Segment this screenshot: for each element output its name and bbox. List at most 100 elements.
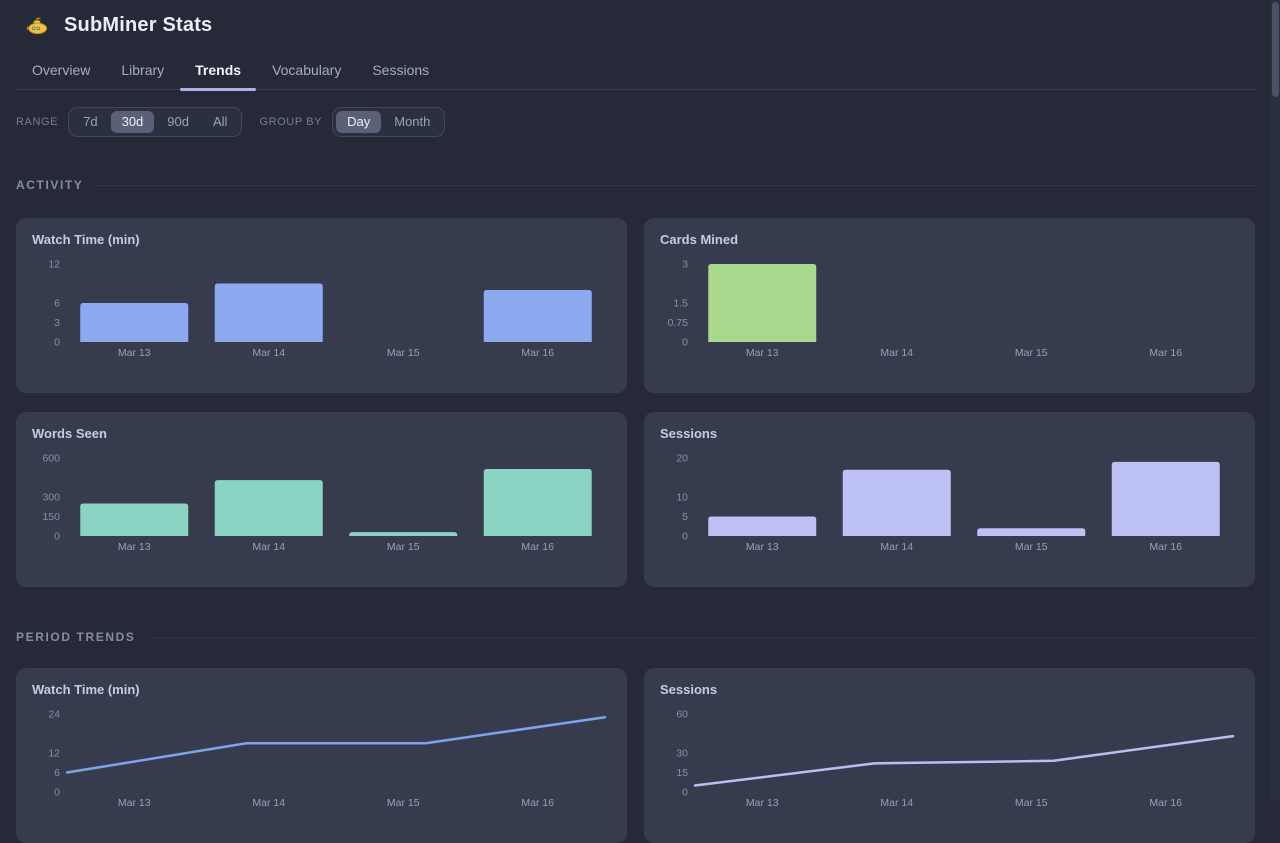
x-tick-label: Mar 15 xyxy=(387,541,420,553)
chart-title: Cards Mined xyxy=(660,232,739,247)
y-tick-label: 6 xyxy=(54,767,60,779)
x-tick-label: Mar 13 xyxy=(118,797,151,809)
x-tick-label: Mar 13 xyxy=(118,541,151,553)
section-divider xyxy=(149,636,1256,638)
app-title: SubMiner Stats xyxy=(64,14,213,36)
y-tick-label: 0 xyxy=(54,531,60,543)
chart-svg: 20 10 5 0 Mar 13 Mar 14 Mar 15 Mar 16 xyxy=(676,453,1220,553)
bar xyxy=(1111,461,1220,536)
section-header-period-trends: PERIOD TRENDS xyxy=(16,630,1256,644)
chart-card-sessions-bar: Sessions 20 10 5 0 Mar 13 Mar 14 Mar 15 Mar 16 xyxy=(644,412,1255,587)
y-tick-label: 0 xyxy=(682,337,688,349)
tab-library[interactable]: Library xyxy=(121,62,165,78)
y-tick-label: 1.5 xyxy=(673,298,688,310)
app-header: SubMiner Stats xyxy=(26,14,212,37)
x-tick-label: Mar 14 xyxy=(880,797,913,809)
tab-vocabulary[interactable]: Vocabulary xyxy=(272,62,342,78)
bar xyxy=(483,469,592,536)
scrollbar-track[interactable] xyxy=(1271,0,1280,800)
x-tick-label: Mar 14 xyxy=(252,797,285,809)
x-tick-label: Mar 14 xyxy=(880,347,913,359)
chart-title: Watch Time (min) xyxy=(32,232,140,247)
x-tick-label: Mar 15 xyxy=(1015,797,1048,809)
range-selector: 7d 30d 90d All xyxy=(68,107,243,137)
chart-title: Sessions xyxy=(660,682,718,697)
y-tick-label: 15 xyxy=(676,767,688,779)
chart-title: Words Seen xyxy=(32,426,107,441)
y-tick-label: 3 xyxy=(54,317,60,329)
y-tick-label: 12 xyxy=(48,259,60,271)
bar xyxy=(214,480,323,536)
x-tick-label: Mar 15 xyxy=(387,347,420,359)
x-tick-label: Mar 13 xyxy=(746,541,779,553)
chart-title: Watch Time (min) xyxy=(32,682,140,697)
bar xyxy=(842,469,951,536)
trend-line xyxy=(65,716,607,774)
x-tick-label: Mar 16 xyxy=(521,541,554,553)
bar xyxy=(483,290,592,342)
x-tick-label: Mar 15 xyxy=(387,797,420,809)
x-tick-label: Mar 13 xyxy=(746,347,779,359)
bar xyxy=(977,528,1086,536)
x-tick-label: Mar 16 xyxy=(521,347,554,359)
bar xyxy=(80,503,189,536)
y-tick-label: 20 xyxy=(676,453,688,465)
section-divider xyxy=(97,184,1256,186)
bar xyxy=(214,283,323,342)
y-tick-label: 60 xyxy=(676,709,688,721)
y-tick-label: 5 xyxy=(682,511,688,523)
filter-controls: RANGE 7d 30d 90d All GROUP BY Day Month xyxy=(16,107,446,137)
x-tick-label: Mar 16 xyxy=(1149,347,1182,359)
tab-sessions[interactable]: Sessions xyxy=(372,62,430,78)
bar xyxy=(349,532,458,536)
chart-card-cards-mined-bar: Cards Mined 3 1.5 0.75 0 Mar 13 Mar 14 Mar 15 M… xyxy=(644,218,1255,393)
chart-svg: 600 300 150 0 Mar 13 Mar 14 Mar 15 Mar 16 xyxy=(42,453,592,553)
section-header-activity: ACTIVITY xyxy=(16,178,1256,192)
chart-svg: 60 30 15 0 Mar 13 Mar 14 Mar 15 Mar 16 xyxy=(676,709,1235,809)
range-all-button[interactable]: All xyxy=(202,111,238,133)
y-tick-label: 0 xyxy=(54,337,60,349)
x-tick-label: Mar 13 xyxy=(118,347,151,359)
page: { "app": { "title": "SubMiner Stats", "i… xyxy=(16,0,1280,843)
section-title-activity: ACTIVITY xyxy=(16,178,84,192)
chart-card-words-seen-bar: Words Seen 600 300 150 0 Mar 13 Mar 14 Mar 15 M… xyxy=(16,412,627,587)
range-90d-button[interactable]: 90d xyxy=(156,111,200,133)
y-tick-label: 12 xyxy=(48,748,60,760)
tab-overview[interactable]: Overview xyxy=(32,62,91,78)
section-title-period-trends: PERIOD TRENDS xyxy=(16,630,136,644)
y-tick-label: 0 xyxy=(54,787,60,799)
bar xyxy=(80,303,189,342)
scrollbar-thumb[interactable] xyxy=(1272,2,1279,97)
x-tick-label: Mar 14 xyxy=(252,541,285,553)
x-tick-label: Mar 15 xyxy=(1015,347,1048,359)
group-by-day-button[interactable]: Day xyxy=(336,111,382,133)
range-7d-button[interactable]: 7d xyxy=(72,111,108,133)
y-tick-label: 0.75 xyxy=(668,317,689,329)
range-30d-button[interactable]: 30d xyxy=(110,111,155,133)
y-tick-label: 600 xyxy=(42,453,60,465)
x-tick-label: Mar 14 xyxy=(252,347,285,359)
chart-card-sessions-line: Sessions 60 30 15 0 Mar 13 Mar 14 Mar 15 Mar 16 xyxy=(644,668,1255,843)
bar xyxy=(708,264,817,342)
y-tick-label: 0 xyxy=(682,531,688,543)
tab-trends[interactable]: Trends xyxy=(180,52,256,91)
chart-card-watch-time-bar: Watch Time (min) 12 6 3 0 Mar 13 Mar 14 Mar 15… xyxy=(16,218,627,393)
chart-svg: 12 6 3 0 Mar 13 Mar 14 Mar 15 Mar 16 xyxy=(48,259,592,359)
x-tick-label: Mar 16 xyxy=(1149,541,1182,553)
group-by-selector: Day Month xyxy=(332,107,446,137)
tab-bar: Overview Library Trends Vocabulary Sessi… xyxy=(16,52,1256,91)
y-tick-label: 3 xyxy=(682,259,688,271)
y-tick-label: 150 xyxy=(42,511,60,523)
y-tick-label: 6 xyxy=(54,298,60,310)
x-tick-label: Mar 15 xyxy=(1015,541,1048,553)
y-tick-label: 300 xyxy=(42,492,60,504)
group-by-month-button[interactable]: Month xyxy=(383,111,441,133)
chart-title: Sessions xyxy=(660,426,718,441)
bar xyxy=(708,516,817,536)
trend-line xyxy=(693,734,1235,787)
group-by-label: GROUP BY xyxy=(259,116,323,128)
x-tick-label: Mar 16 xyxy=(1149,797,1182,809)
chart-card-watch-time-line: Watch Time (min) 24 12 6 0 Mar 13 Mar 14 Mar 1… xyxy=(16,668,627,843)
chart-svg: 3 1.5 0.75 0 Mar 13 Mar 14 Mar 15 Mar 16 xyxy=(668,259,1183,360)
x-tick-label: Mar 13 xyxy=(746,797,779,809)
